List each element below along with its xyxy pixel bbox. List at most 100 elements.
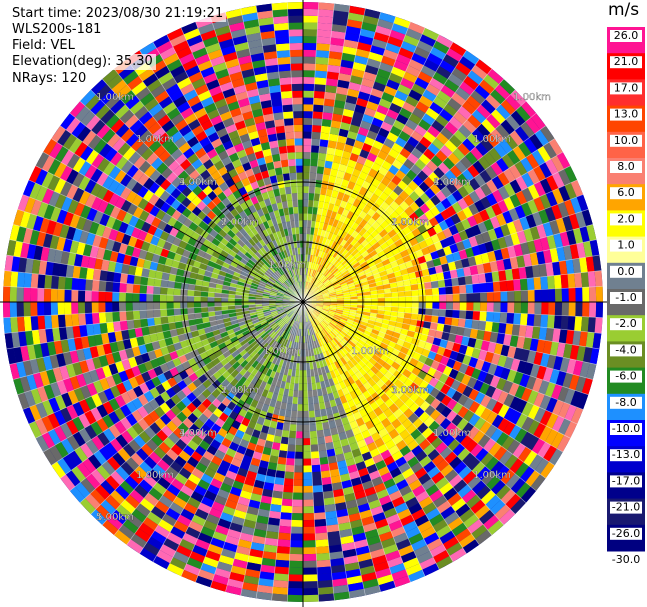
range-gate <box>127 265 137 276</box>
range-gate <box>575 302 583 317</box>
range-gate <box>317 250 323 258</box>
range-gate <box>112 240 122 253</box>
range-gate <box>252 319 260 325</box>
range-gate <box>310 276 315 284</box>
range-gate <box>546 175 559 192</box>
range-gate <box>444 451 458 465</box>
range-gate <box>237 356 246 365</box>
range-gate <box>263 418 272 428</box>
range-gate <box>489 216 501 229</box>
range-gate <box>264 475 276 484</box>
range-gate <box>481 118 496 134</box>
range-gate <box>454 371 465 383</box>
range-gate <box>239 367 248 377</box>
range-gate <box>295 445 303 452</box>
range-gate <box>447 261 457 271</box>
range-gate <box>18 331 27 347</box>
range-gate <box>471 224 482 236</box>
range-gate <box>417 282 426 290</box>
range-gate <box>280 402 287 410</box>
range-gate <box>316 166 325 174</box>
range-gate <box>505 473 521 490</box>
range-gate <box>347 414 356 423</box>
range-gate <box>115 84 132 100</box>
range-gate <box>231 350 240 358</box>
range-gate <box>336 244 344 253</box>
range-gate <box>102 428 116 443</box>
range-gate <box>278 289 285 294</box>
range-gate <box>154 525 170 539</box>
range-gate <box>211 237 221 247</box>
range-gate <box>163 370 174 381</box>
range-gate <box>128 215 139 228</box>
range-gate <box>214 292 222 298</box>
range-gate <box>306 363 311 371</box>
range-gate <box>339 349 346 358</box>
range-gate <box>240 236 249 245</box>
range-gate <box>289 547 303 555</box>
range-gate <box>494 249 504 261</box>
range-gate <box>294 376 300 384</box>
range-gate <box>411 147 424 159</box>
range-gate <box>251 316 259 322</box>
range-gate <box>154 90 170 104</box>
range-gate <box>314 409 322 418</box>
range-gate <box>282 282 289 289</box>
range-gate <box>341 284 349 290</box>
range-gate <box>468 177 481 191</box>
range-gate <box>356 155 367 165</box>
range-gate <box>265 270 273 277</box>
range-gate <box>418 181 430 193</box>
range-gate <box>365 339 374 347</box>
range-gate <box>428 420 440 433</box>
range-gate <box>52 367 64 383</box>
range-gate <box>313 396 319 404</box>
range-gate <box>169 502 184 515</box>
range-gate <box>480 137 494 152</box>
range-gate <box>161 120 175 133</box>
range-gate <box>222 313 230 319</box>
range-gate <box>303 247 306 255</box>
range-gate <box>455 160 468 174</box>
range-gate <box>555 370 567 387</box>
range-gate <box>306 233 311 241</box>
range-gate <box>403 158 415 170</box>
range-gate <box>391 297 399 302</box>
range-gate <box>72 362 83 376</box>
range-gate <box>95 484 111 500</box>
range-gate <box>264 287 272 292</box>
range-gate <box>400 328 409 336</box>
range-gate <box>581 316 589 332</box>
range-gate <box>521 202 533 217</box>
range-gate <box>525 117 541 134</box>
range-gate <box>346 506 360 516</box>
range-gate <box>303 390 308 398</box>
range-gate <box>95 504 112 520</box>
range-gate <box>457 185 469 198</box>
range-gate <box>132 385 144 398</box>
range-gate <box>230 208 239 218</box>
range-gate <box>547 314 555 329</box>
range-gate <box>171 383 182 395</box>
range-gate <box>270 448 280 457</box>
range-gate <box>252 243 261 252</box>
range-gate <box>228 346 237 355</box>
range-gate <box>358 257 366 265</box>
range-gate <box>307 390 313 398</box>
range-gate <box>385 357 395 367</box>
range-gate <box>488 442 502 457</box>
range-gate <box>267 405 275 414</box>
range-gate <box>153 294 160 302</box>
range-gate <box>552 399 564 416</box>
range-gate <box>205 550 221 562</box>
range-gate <box>136 336 145 347</box>
range-gate <box>192 185 203 196</box>
range-gate <box>258 364 266 373</box>
range-gate <box>169 367 179 377</box>
range-gate <box>551 384 563 400</box>
range-gate <box>262 244 270 253</box>
range-gate <box>175 321 183 329</box>
range-gate <box>329 307 337 311</box>
range-gate <box>188 71 204 84</box>
range-gate <box>217 518 232 529</box>
